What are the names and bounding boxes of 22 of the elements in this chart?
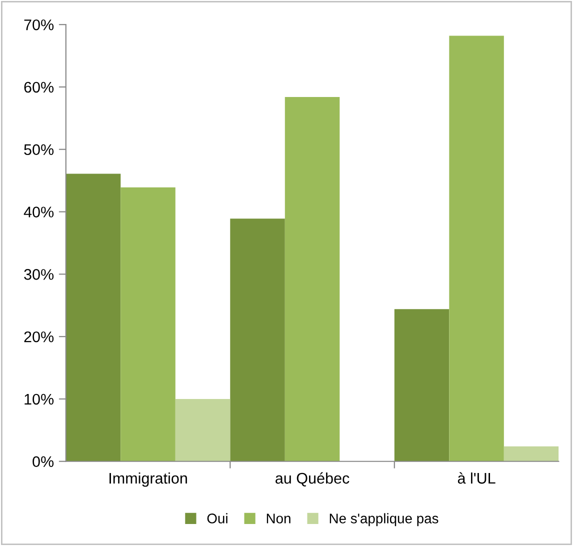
bar (394, 309, 450, 462)
x-tick-label: au Québec (276, 472, 350, 486)
legend-label: Non (266, 514, 290, 524)
y-tick-label: 10% (24, 394, 54, 405)
legend-label: Oui (207, 513, 228, 524)
bar (504, 446, 559, 462)
y-tick-label: 50% (24, 144, 54, 156)
y-tick-label: 0% (32, 456, 54, 468)
bar (449, 36, 504, 462)
x-tick-label: Immigration (110, 472, 187, 487)
y-tick-label: 40% (24, 206, 54, 218)
bar (66, 174, 121, 462)
x-tick-label: à l'UL (458, 472, 496, 484)
bar (120, 187, 176, 462)
bar (284, 96, 340, 462)
y-tick-label: 60% (24, 82, 54, 93)
y-tick-label: 20% (24, 331, 54, 342)
legend-label: Ne s'applique pas (330, 513, 438, 526)
y-tick-label: 30% (24, 269, 54, 280)
bar (175, 398, 230, 462)
y-tick-label: 70% (24, 19, 54, 30)
bar (230, 218, 285, 462)
